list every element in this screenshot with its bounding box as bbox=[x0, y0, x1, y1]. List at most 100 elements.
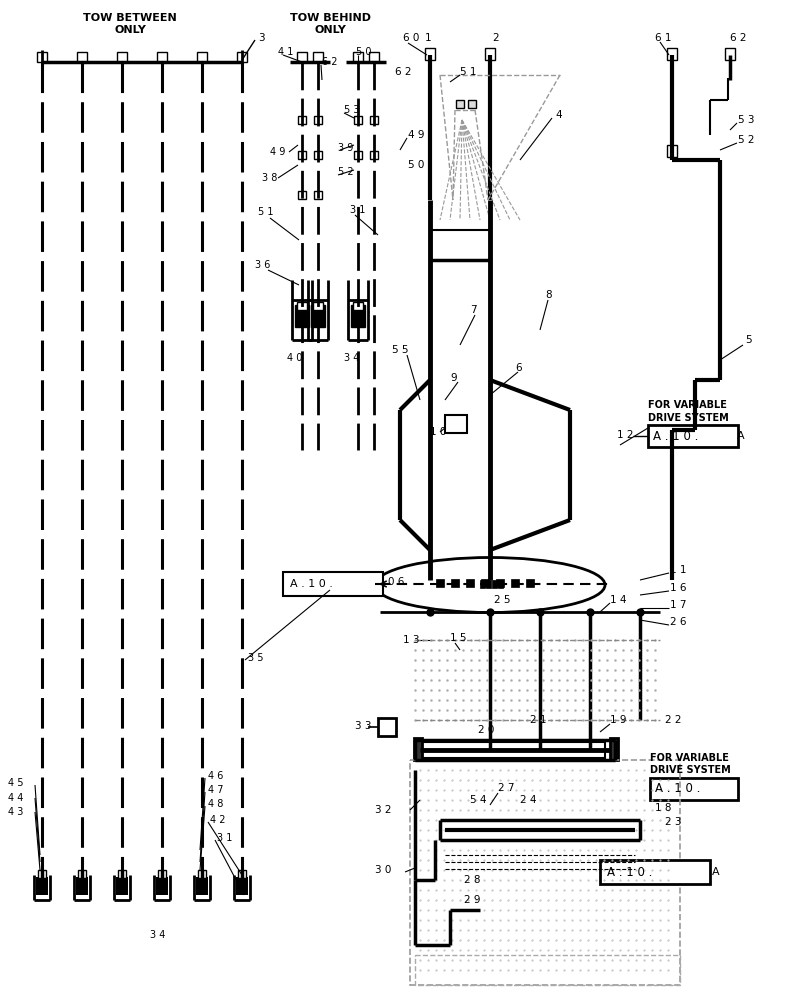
Text: 4 0: 4 0 bbox=[287, 353, 303, 363]
Text: 5 0: 5 0 bbox=[408, 160, 425, 170]
Text: 2 0: 2 0 bbox=[478, 725, 494, 735]
Text: 3 1: 3 1 bbox=[217, 833, 232, 843]
Text: 2 5: 2 5 bbox=[494, 595, 511, 605]
Text: 6 2: 6 2 bbox=[730, 33, 747, 43]
Text: TOW BETWEEN: TOW BETWEEN bbox=[83, 13, 177, 23]
Text: 4 9: 4 9 bbox=[408, 130, 425, 140]
Bar bbox=[451, 579, 459, 587]
Text: 1 1: 1 1 bbox=[670, 565, 687, 575]
Text: 4 2: 4 2 bbox=[210, 815, 226, 825]
Text: A . 1 0 .: A . 1 0 . bbox=[607, 865, 653, 879]
Text: 1 2: 1 2 bbox=[617, 430, 634, 440]
Text: 5 1: 5 1 bbox=[258, 207, 273, 217]
Bar bbox=[498, 580, 503, 588]
Bar bbox=[420, 742, 605, 758]
Text: 8: 8 bbox=[545, 290, 551, 300]
Bar bbox=[425, 48, 435, 60]
Text: 3: 3 bbox=[258, 33, 265, 43]
Bar bbox=[492, 580, 497, 588]
Text: 5 2: 5 2 bbox=[738, 135, 755, 145]
Text: 1 0: 1 0 bbox=[430, 427, 447, 437]
Bar bbox=[456, 100, 464, 108]
Text: 5: 5 bbox=[745, 335, 752, 345]
Text: 2: 2 bbox=[492, 33, 499, 43]
Bar bbox=[314, 191, 322, 199]
Bar bbox=[485, 48, 495, 60]
Text: 2 1: 2 1 bbox=[530, 715, 546, 725]
Text: 2 9: 2 9 bbox=[464, 895, 481, 905]
Text: 4 3: 4 3 bbox=[8, 807, 24, 817]
Bar bbox=[77, 52, 87, 62]
Bar bbox=[370, 151, 378, 159]
Bar bbox=[298, 191, 306, 199]
Text: 3 9: 3 9 bbox=[338, 143, 353, 153]
Bar bbox=[351, 305, 365, 327]
Bar bbox=[78, 870, 86, 878]
Bar bbox=[37, 52, 47, 62]
Bar bbox=[197, 52, 207, 62]
Text: ONLY: ONLY bbox=[314, 25, 346, 35]
Bar bbox=[157, 52, 167, 62]
Bar bbox=[117, 52, 127, 62]
Text: 5 3: 5 3 bbox=[344, 105, 360, 115]
Bar bbox=[353, 302, 363, 310]
Bar bbox=[415, 955, 680, 985]
Bar bbox=[725, 48, 735, 60]
Text: 3 4: 3 4 bbox=[150, 930, 166, 940]
Bar bbox=[38, 870, 46, 878]
Text: 1 8: 1 8 bbox=[655, 803, 672, 813]
Text: 4 8: 4 8 bbox=[208, 799, 223, 809]
Text: 4 7: 4 7 bbox=[208, 785, 223, 795]
Bar bbox=[466, 579, 474, 587]
Text: 0 6: 0 6 bbox=[388, 577, 405, 587]
Bar bbox=[414, 738, 422, 760]
Bar bbox=[236, 877, 248, 895]
Bar bbox=[370, 116, 378, 124]
Bar bbox=[511, 579, 519, 587]
Text: 3 2: 3 2 bbox=[375, 805, 391, 815]
Text: 9: 9 bbox=[450, 373, 457, 383]
Text: 3 4: 3 4 bbox=[345, 353, 360, 363]
Text: 3 0: 3 0 bbox=[375, 865, 391, 875]
Bar bbox=[297, 52, 307, 62]
Bar bbox=[410, 760, 680, 985]
Text: 7: 7 bbox=[470, 305, 477, 315]
Text: 4 4: 4 4 bbox=[8, 793, 24, 803]
Text: 6: 6 bbox=[515, 363, 522, 373]
Text: A . 1 0 .: A . 1 0 . bbox=[655, 782, 700, 796]
Bar bbox=[156, 877, 168, 895]
Bar bbox=[116, 877, 128, 895]
Bar bbox=[353, 52, 363, 62]
Text: 4 9: 4 9 bbox=[270, 147, 285, 157]
Text: A . 1 0 .: A . 1 0 . bbox=[290, 579, 333, 589]
Text: 1 7: 1 7 bbox=[670, 600, 687, 610]
Bar bbox=[486, 580, 491, 588]
Bar bbox=[436, 579, 444, 587]
Text: 5 2: 5 2 bbox=[338, 167, 353, 177]
Text: 6 0: 6 0 bbox=[403, 33, 420, 43]
Text: 4: 4 bbox=[555, 110, 562, 120]
Bar bbox=[369, 52, 379, 62]
Bar bbox=[648, 425, 738, 447]
Bar bbox=[238, 870, 246, 878]
Bar bbox=[313, 52, 323, 62]
Text: FOR VARIABLE: FOR VARIABLE bbox=[648, 400, 727, 410]
Text: 4 1: 4 1 bbox=[278, 47, 293, 57]
Text: 6 2: 6 2 bbox=[395, 67, 412, 77]
Bar bbox=[283, 572, 383, 596]
Bar bbox=[354, 116, 362, 124]
Text: 4 5: 4 5 bbox=[8, 778, 24, 788]
Text: 3 6: 3 6 bbox=[255, 260, 270, 270]
Text: A . 1 0 .: A . 1 0 . bbox=[653, 430, 699, 442]
Bar bbox=[196, 877, 208, 895]
Text: 1 6: 1 6 bbox=[670, 583, 687, 593]
Bar bbox=[480, 580, 485, 588]
Bar bbox=[297, 302, 307, 310]
Bar bbox=[298, 151, 306, 159]
Bar bbox=[76, 877, 88, 895]
Text: 6 2: 6 2 bbox=[322, 57, 337, 67]
Text: 3 3: 3 3 bbox=[355, 721, 371, 731]
Text: 2 6: 2 6 bbox=[670, 617, 687, 627]
Text: A: A bbox=[737, 431, 744, 441]
Text: DRIVE SYSTEM: DRIVE SYSTEM bbox=[650, 765, 731, 775]
